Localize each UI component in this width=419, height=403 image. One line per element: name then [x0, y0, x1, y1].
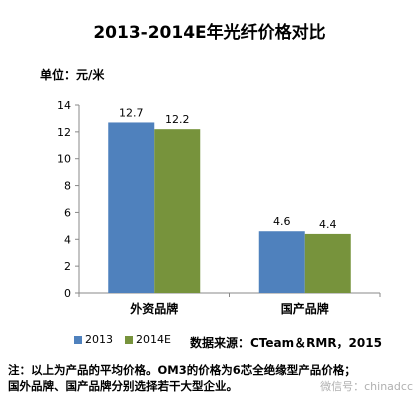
footnote: 注：以上为产品的平均价格。OM3的价格为6芯全绝缘型产品价格； 国外品牌、国产品… [8, 362, 416, 394]
legend: 2013 2014E [74, 333, 183, 346]
bar [304, 233, 351, 293]
y-tick-label: 12 [57, 126, 71, 139]
y-tick-label: 8 [64, 180, 71, 193]
y-tick-label: 10 [57, 153, 71, 166]
data-label: 12.7 [119, 106, 144, 119]
legend-item-2014e: 2014E [125, 333, 171, 346]
watermark: 微信号：chinadcc [320, 380, 413, 393]
bar [154, 129, 201, 293]
y-tick-label: 2 [64, 260, 71, 273]
y-axis-unit-label: 单位：元/米 [40, 68, 105, 82]
legend-swatch-2013 [74, 335, 82, 344]
footnote-line-2: 国外品牌、国产品牌分别选择若干大型企业。 [8, 379, 238, 393]
bar [258, 231, 305, 293]
x-tick-label: 国产品牌 [281, 301, 329, 316]
legend-label-2013: 2013 [85, 333, 113, 346]
legend-item-2013: 2013 [74, 333, 113, 346]
y-tick-label: 4 [64, 233, 71, 246]
y-tick-label: 6 [64, 206, 71, 219]
y-tick-label: 14 [57, 99, 71, 112]
data-source: 数据来源：CTeam＆RMR，2015 [190, 336, 382, 350]
legend-swatch-2014e [125, 335, 133, 344]
data-label: 4.6 [273, 215, 291, 228]
data-label: 12.2 [165, 113, 190, 126]
footnote-line-1: 注：以上为产品的平均价格。OM3的价格为6芯全绝缘型产品价格； [8, 363, 356, 377]
chart-title: 2013-2014E年光纤价格对比 [93, 23, 326, 43]
x-tick-label: 外资品牌 [130, 301, 178, 316]
bar [108, 122, 155, 293]
data-label: 4.4 [319, 218, 337, 231]
y-tick-label: 0 [64, 287, 71, 300]
legend-label-2014e: 2014E [136, 333, 171, 346]
